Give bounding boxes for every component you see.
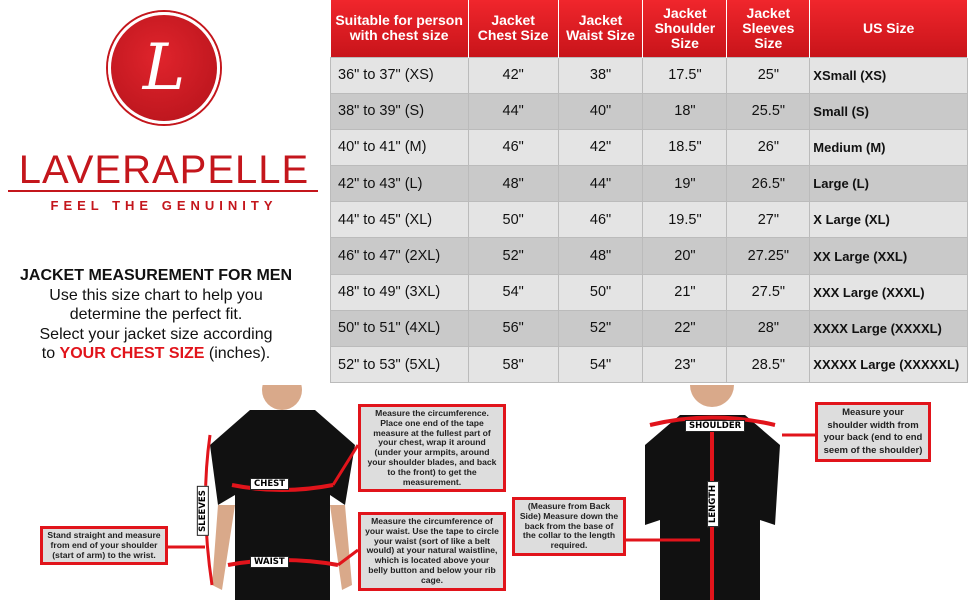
shoulder-note: Measure your shoulder width from your ba… <box>815 402 931 462</box>
table-cell: 50" <box>467 201 559 239</box>
table-cell: 25.5" <box>726 92 811 130</box>
table-cell: 23" <box>642 345 728 384</box>
table-cell: 36" to 37" (XS) <box>330 56 469 94</box>
table-cell: Medium (M) <box>809 128 968 167</box>
table-cell: 44" to 45" (XL) <box>330 201 469 239</box>
table-cell: 54" <box>467 273 559 311</box>
brand-tagline: FEEL THE GENUINITY <box>50 198 278 213</box>
table-cell: 28.5" <box>726 345 811 384</box>
length-label: LENGTH <box>707 480 720 528</box>
table-cell: 44" <box>557 165 644 203</box>
table-cell: 18.5" <box>642 128 728 167</box>
size-chart-table: Suitable for person with chest size Jacke… <box>330 0 968 384</box>
column-header: Jacket Chest Size <box>468 0 559 57</box>
column-header: Jacket Waist Size <box>558 0 644 57</box>
waist-label: WAIST <box>250 556 289 568</box>
table-cell: 46" <box>467 128 559 167</box>
back-shirt-figure <box>625 385 815 600</box>
table-cell: XXXX Large (XXXXL) <box>809 309 968 348</box>
table-cell: 42" <box>557 128 644 167</box>
table-cell: Large (L) <box>809 165 968 203</box>
shoulder-label: SHOULDER <box>685 420 746 432</box>
table-cell: XSmall (XS) <box>809 56 968 94</box>
table-cell: 42" to 43" (L) <box>330 165 469 203</box>
front-shirt-figure <box>120 385 360 600</box>
table-cell: 27.5" <box>726 273 811 311</box>
column-header: Jacket Sleeves Size <box>726 0 811 57</box>
table-cell: 27" <box>726 201 811 239</box>
column-header: Jacket Shoulder Size <box>642 0 728 57</box>
sleeves-note: Stand straight and measure from end of y… <box>40 526 168 566</box>
table-cell: 26.5" <box>726 165 811 203</box>
table-cell: 20" <box>642 237 728 275</box>
table-row: 52" to 53" (5XL) 58" 54" 23" 28.5" XXXXX Larg… <box>330 345 968 384</box>
chest-label: CHEST <box>250 478 290 490</box>
table-row: 48" to 49" (3XL) 54" 50" 21" 27.5" XXX Large … <box>330 273 968 311</box>
table-cell: 52" <box>467 237 559 275</box>
table-cell: 50" <box>557 273 644 311</box>
table-cell: 54" <box>557 345 644 384</box>
table-row: 46" to 47" (2XL) 52" 48" 20" 27.25" XX Large … <box>330 237 968 275</box>
column-header: Suitable for person with chest size <box>330 0 469 57</box>
chest-note: Measure the circumference. Place one end… <box>358 404 506 493</box>
table-cell: XXXXX Large (XXXXXL) <box>809 345 968 384</box>
table-cell: 17.5" <box>642 56 728 94</box>
table-row: 36" to 37" (XS) 42" 38" 17.5" 25" XSmall (XS) <box>330 56 968 94</box>
table-cell: 56" <box>467 309 559 348</box>
table-cell: 40" <box>557 92 644 130</box>
table-cell: 46" to 47" (2XL) <box>330 237 469 275</box>
table-cell: 40" to 41" (M) <box>330 128 469 167</box>
table-row: 38" to 39" (S) 44" 40" 18" 25.5" Small (S) <box>330 92 968 130</box>
table-cell: 48" to 49" (3XL) <box>330 273 469 311</box>
table-row: 44" to 45" (XL) 50" 46" 19.5" 27" X Large (XL… <box>330 201 968 239</box>
table-cell: 25" <box>726 56 811 94</box>
chest-size-highlight: YOUR CHEST SIZE <box>59 345 205 362</box>
table-row: 42" to 43" (L) 48" 44" 19" 26.5" Large (L) <box>330 165 968 203</box>
table-cell: XXX Large (XXXL) <box>809 273 968 311</box>
brand-name: LAVERAPELLE <box>18 148 310 192</box>
table-cell: 52" <box>557 309 644 348</box>
table-cell: 28" <box>726 309 811 348</box>
table-row: 50" to 51" (4XL) 56" 52" 22" 28" XXXX Large (… <box>330 309 968 348</box>
table-cell: 38" to 39" (S) <box>330 92 469 130</box>
sleeves-label: SLEEVES <box>196 486 209 536</box>
brand-logo: L <box>108 12 220 124</box>
intro-title: JACKET MEASUREMENT FOR MEN <box>19 267 292 284</box>
table-cell: 44" <box>467 92 559 130</box>
table-row: 40" to 41" (M) 46" 42" 18.5" 26" Medium (M) <box>330 128 968 167</box>
table-cell: X Large (XL) <box>809 201 968 239</box>
intro-text: JACKET MEASUREMENT FOR MEN Use this size… <box>19 267 292 362</box>
table-cell: 19" <box>642 165 728 203</box>
table-cell: 26" <box>726 128 811 167</box>
table-cell: 18" <box>642 92 728 130</box>
divider <box>8 190 318 192</box>
table-cell: 21" <box>642 273 728 311</box>
table-cell: 48" <box>467 165 559 203</box>
table-cell: 27.25" <box>726 237 811 275</box>
waist-note: Measure the circumference of your waist.… <box>358 512 506 591</box>
table-cell: XX Large (XXL) <box>809 237 968 275</box>
column-header: US Size <box>809 0 968 57</box>
table-cell: 50" to 51" (4XL) <box>330 309 469 348</box>
table-cell: 22" <box>642 309 728 348</box>
length-note: (Measure from Back Side) Measure down th… <box>512 497 626 556</box>
table-cell: 42" <box>467 56 559 94</box>
table-cell: 46" <box>557 201 644 239</box>
table-cell: 58" <box>467 345 559 384</box>
table-cell: 52" to 53" (5XL) <box>330 345 469 384</box>
table-cell: Small (S) <box>809 92 968 130</box>
table-cell: 19.5" <box>642 201 728 239</box>
table-cell: 38" <box>557 56 644 94</box>
table-cell: 48" <box>557 237 644 275</box>
